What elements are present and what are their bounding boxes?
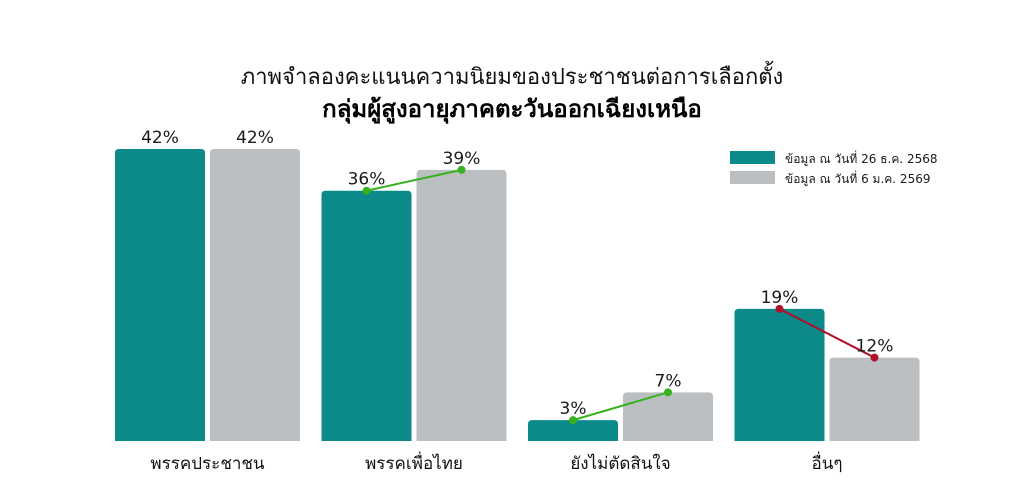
bar-cat1-series1 — [115, 149, 205, 441]
value-label-cat2-series2: 39% — [443, 149, 481, 169]
value-label-cat4-series1: 19% — [761, 288, 799, 308]
labels-layer: 42% 42% พรรคประชาชน 36% 39% พรรคเพื่อไทย 3% 7% ย… — [141, 128, 893, 474]
legend-label-series2: ข้อมูล ณ วันที่ 6 ม.ค. 2569 — [785, 170, 930, 187]
bar-cat2-series2 — [416, 169, 507, 441]
trend-point-cat4-series1 — [775, 304, 784, 313]
value-label-cat3-series1: 3% — [560, 399, 587, 419]
bar-cat3-series2 — [623, 392, 713, 441]
trend-lines-layer — [362, 165, 879, 425]
value-label-cat1-series2: 42% — [236, 128, 274, 148]
bars-layer — [115, 149, 920, 441]
value-label-cat2-series1: 36% — [348, 170, 386, 190]
trend-line-cat2 — [366, 168, 462, 192]
category-label-cat4: อื่นๆ — [812, 451, 843, 474]
trend-point-cat4-series2 — [870, 353, 879, 362]
trend-point-cat2-series1 — [362, 186, 371, 195]
bar-cat2-series1 — [321, 190, 412, 441]
trend-line-cat3 — [572, 391, 669, 422]
chart-title: ภาพจำลองคะแนนความนิยมของประชาชนต่อการเลื… — [241, 61, 784, 90]
category-label-cat3: ยังไม่ตัดสินใจ — [570, 453, 670, 474]
legend-swatch-series2 — [730, 171, 775, 184]
bar-cat4-series2 — [829, 357, 920, 441]
value-label-cat1-series1: 42% — [141, 128, 179, 148]
category-label-cat1: พรรคประชาชน — [150, 454, 265, 474]
chart-subtitle: กลุ่มผู้สูงอายุภาคตะวันออกเฉียงเหนือ — [322, 95, 702, 125]
category-label-cat2: พรรคเพื่อไทย — [365, 451, 463, 474]
trend-line-cat4 — [779, 308, 875, 359]
trend-point-cat3-series1 — [569, 416, 577, 425]
legend: ข้อมูล ณ วันที่ 26 ธ.ค. 2568 ข้อมูล ณ วัน… — [730, 150, 938, 187]
bar-cat3-series1 — [528, 420, 618, 441]
bar-cat1-series2 — [210, 149, 300, 441]
bar-cat4-series1 — [734, 308, 825, 441]
value-label-cat3-series2: 7% — [655, 371, 682, 391]
value-label-cat4-series2: 12% — [856, 337, 894, 357]
legend-label-series1: ข้อมูล ณ วันที่ 26 ธ.ค. 2568 — [785, 150, 938, 167]
legend-swatch-series1 — [730, 151, 775, 164]
trend-point-cat2-series2 — [457, 165, 466, 174]
trend-point-cat3-series2 — [664, 388, 672, 397]
